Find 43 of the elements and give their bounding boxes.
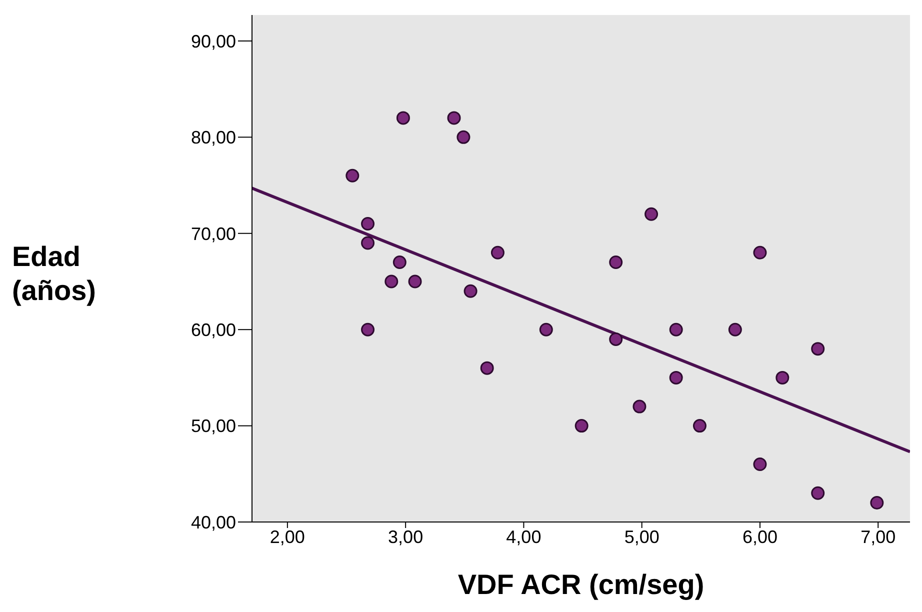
point: [776, 370, 790, 384]
point: [539, 322, 553, 336]
point: [464, 284, 478, 298]
x-tick-label: 5,00: [624, 526, 660, 547]
point: [361, 217, 375, 231]
y-axis-title: Edad (años): [12, 240, 96, 308]
point: [609, 332, 623, 346]
x-tick-label: 4,00: [506, 526, 542, 547]
y-tick-label: 70,00: [190, 224, 236, 244]
point: [480, 361, 494, 375]
point: [396, 111, 410, 125]
point: [669, 370, 683, 384]
point: [346, 168, 360, 182]
x-tick-label: 3,00: [388, 526, 424, 547]
point: [753, 246, 767, 260]
point: [692, 419, 706, 433]
point: [870, 496, 884, 510]
x-axis-title: VDF ACR (cm/seg): [458, 569, 704, 600]
point: [811, 342, 825, 356]
y-tick-label: 40,00: [190, 512, 236, 532]
point: [811, 486, 825, 500]
point: [644, 207, 658, 221]
y-tick-label: 80,00: [190, 128, 236, 148]
y-tick-label: 60,00: [190, 320, 236, 340]
point: [753, 458, 767, 472]
point: [361, 322, 375, 336]
point: [632, 400, 646, 414]
point: [574, 419, 588, 433]
point: [609, 255, 623, 269]
point: [669, 322, 683, 336]
point: [361, 236, 375, 250]
y-tick-label: 90,00: [190, 31, 236, 52]
point: [490, 246, 504, 260]
y-tick-label: 50,00: [190, 416, 236, 436]
point: [456, 130, 470, 144]
x-tick-label: 7,00: [860, 526, 896, 547]
point: [728, 322, 742, 336]
x-tick-label: 2,00: [270, 526, 305, 547]
point: [447, 111, 461, 125]
point: [392, 255, 406, 269]
point: [408, 274, 422, 288]
x-tick-label: 6,00: [742, 526, 778, 547]
point: [384, 274, 398, 288]
